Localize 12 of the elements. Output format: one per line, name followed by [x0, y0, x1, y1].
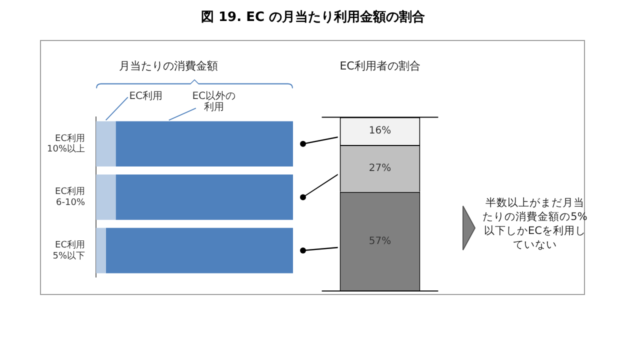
data-label: 16% [368, 126, 392, 137]
data-label: 57% [368, 236, 392, 248]
chart-title: 図 19. EC の月当たり利用金額の割合 [200, 8, 426, 26]
chart-subtitle: 月当たりの消費金額 [119, 59, 218, 72]
y-tick-label: EC利用 10%以上 [46, 132, 86, 155]
data-label: 27% [368, 163, 392, 174]
y-tick-label: EC利用 6-10% [55, 186, 86, 208]
series-label: EC以外の利用 [192, 90, 236, 113]
text: 半数以上がまだ月当たりの消費金額の5%以下しかECを利用していない [482, 196, 588, 252]
chart-title: EC利用者の割合 [340, 59, 420, 72]
y-tick-label: EC利用 5%以下 [52, 239, 86, 262]
text: EC利用 [129, 90, 163, 102]
